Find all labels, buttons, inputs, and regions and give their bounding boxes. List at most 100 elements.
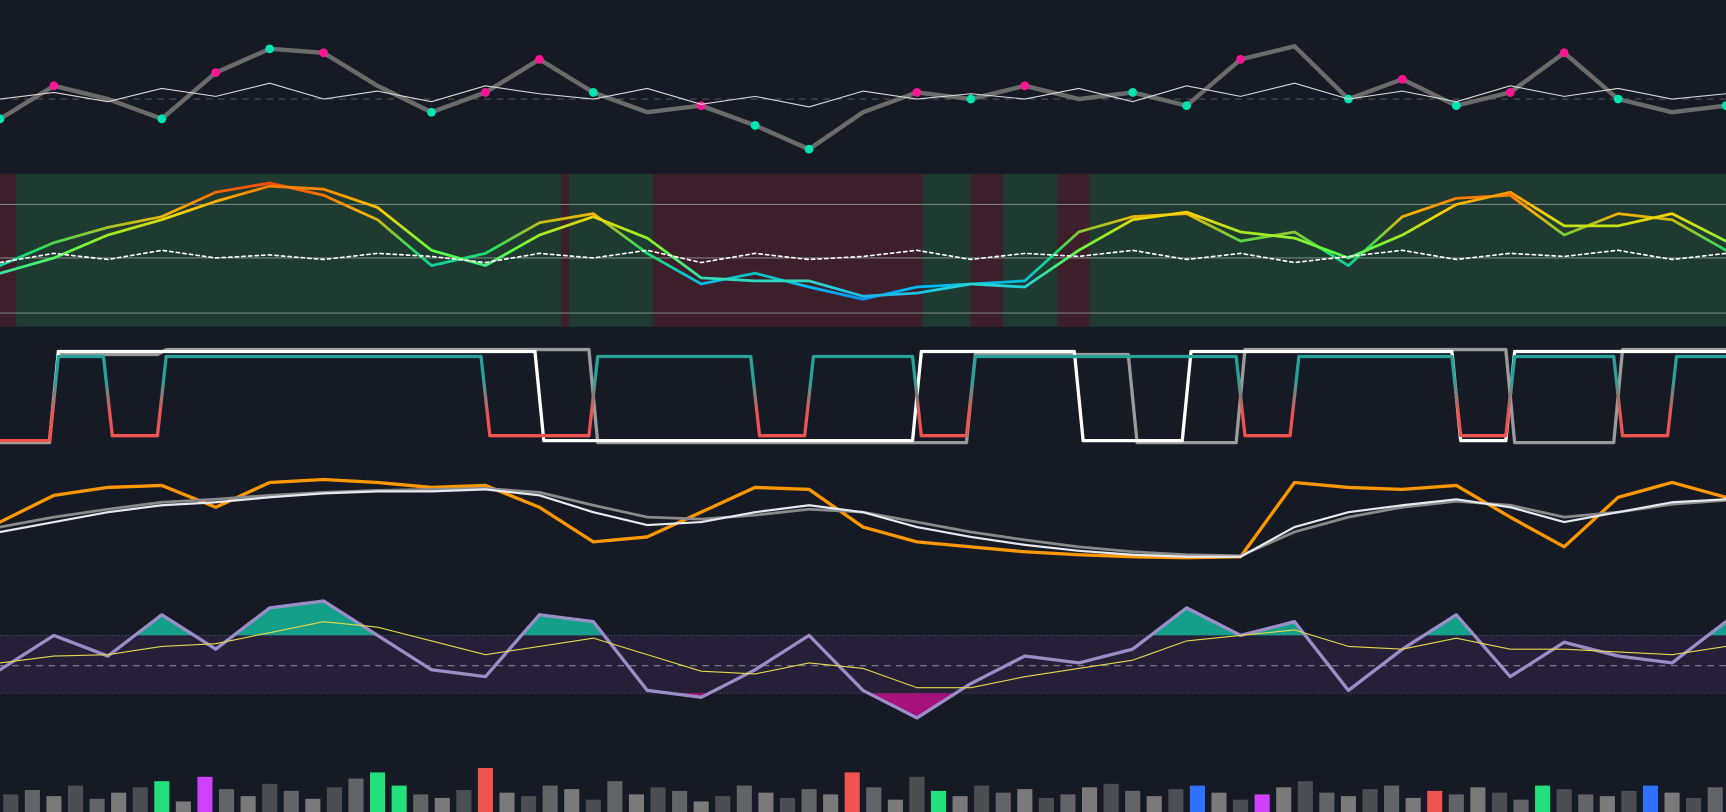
volume-bar bbox=[758, 792, 774, 812]
signal-dot bbox=[750, 121, 760, 130]
volume-bar bbox=[844, 772, 860, 812]
volume-bar bbox=[1664, 792, 1680, 812]
volume-bar bbox=[564, 789, 580, 812]
volume-bar bbox=[607, 781, 623, 812]
volume-bar bbox=[909, 776, 925, 812]
signal-dot bbox=[1559, 48, 1569, 58]
volume-bar bbox=[1470, 787, 1486, 812]
volume-bar bbox=[1081, 787, 1098, 812]
signal-dot bbox=[157, 114, 167, 124]
signal-dot bbox=[1182, 101, 1192, 111]
volume-bar bbox=[370, 772, 386, 812]
volume-bar bbox=[1491, 792, 1508, 812]
volume-bar bbox=[1017, 789, 1033, 812]
volume-bar bbox=[866, 787, 882, 812]
volume-bar bbox=[456, 789, 472, 812]
volume-bar bbox=[262, 783, 278, 812]
volume-bar bbox=[521, 796, 537, 812]
volume-bar bbox=[1211, 792, 1227, 812]
volume-bar bbox=[542, 785, 558, 812]
series-line bbox=[0, 477, 1726, 560]
volume-bar bbox=[348, 778, 364, 812]
series-line bbox=[0, 599, 1726, 720]
volume-bar bbox=[1621, 790, 1637, 812]
volume-bar bbox=[283, 790, 299, 812]
volume-bar bbox=[650, 787, 666, 812]
volume-bar bbox=[305, 798, 321, 812]
regime-region bbox=[652, 173, 923, 327]
signal-dot bbox=[265, 44, 275, 54]
volume-bar bbox=[1276, 787, 1292, 812]
signal-dot bbox=[1505, 88, 1515, 97]
volume-bar bbox=[1038, 797, 1054, 812]
signal-dot bbox=[804, 144, 814, 154]
volume-bar bbox=[1513, 799, 1529, 812]
volume-bar bbox=[779, 797, 796, 812]
volume-bar bbox=[175, 801, 191, 812]
series-line bbox=[0, 249, 1726, 264]
volume-bar bbox=[1146, 796, 1162, 812]
volume-bar bbox=[46, 796, 62, 812]
volume-bar bbox=[823, 794, 839, 812]
volume-bar bbox=[434, 797, 450, 812]
signal-dot bbox=[912, 88, 922, 97]
signal-dot bbox=[1451, 101, 1461, 111]
area-above bbox=[0, 601, 1726, 636]
volume-bar bbox=[1384, 785, 1400, 812]
volume-bar bbox=[154, 781, 170, 812]
signal-dot bbox=[696, 101, 706, 111]
volume-bar bbox=[1254, 794, 1270, 812]
volume-bar bbox=[1297, 781, 1313, 812]
volume-bar bbox=[477, 767, 493, 812]
series-line bbox=[0, 347, 1726, 445]
signal-dot bbox=[49, 81, 59, 91]
signal-dot bbox=[1613, 94, 1623, 104]
volume-bar bbox=[1578, 794, 1594, 812]
regime-region bbox=[1057, 173, 1090, 327]
series-line bbox=[0, 621, 1726, 689]
volume-bar bbox=[628, 794, 645, 812]
signal-dot bbox=[427, 107, 436, 117]
volume-bar bbox=[1103, 783, 1119, 812]
volume-bar bbox=[391, 785, 407, 812]
volume-bar bbox=[67, 785, 84, 812]
signal-dot bbox=[534, 55, 544, 64]
signal-dot bbox=[481, 88, 490, 97]
series-line bbox=[0, 44, 1726, 152]
volume-bar bbox=[1427, 790, 1443, 812]
volume-bar bbox=[1707, 787, 1723, 812]
signal-dot bbox=[1020, 81, 1030, 91]
regime-region bbox=[0, 173, 17, 327]
volume-bar bbox=[1535, 785, 1551, 812]
series-line bbox=[0, 488, 1726, 558]
volume-bar bbox=[715, 796, 731, 812]
volume-bar bbox=[1556, 789, 1572, 812]
volume-bar bbox=[111, 792, 127, 812]
volume-bar bbox=[3, 794, 19, 812]
volume-bar bbox=[1189, 785, 1205, 812]
volume-bar bbox=[1642, 785, 1659, 812]
series-line bbox=[0, 82, 1726, 108]
volume-bar bbox=[1340, 796, 1356, 812]
volume-bar bbox=[326, 787, 342, 812]
volume-bar bbox=[952, 796, 968, 812]
signal-dot bbox=[319, 48, 329, 58]
signal-dot bbox=[1236, 55, 1245, 64]
regime-region bbox=[970, 173, 1004, 327]
volume-bar bbox=[132, 787, 148, 812]
volume-bar bbox=[1686, 797, 1702, 812]
volume-bar bbox=[197, 776, 213, 812]
series-line bbox=[0, 354, 1726, 443]
volume-bar bbox=[1319, 792, 1335, 812]
volume-bar bbox=[1599, 796, 1615, 812]
signal-dot bbox=[1397, 74, 1407, 84]
volume-bar bbox=[1448, 794, 1464, 812]
volume-bar bbox=[930, 790, 947, 812]
series-line bbox=[0, 184, 1726, 298]
volume-bar bbox=[240, 796, 256, 812]
volume-bar bbox=[974, 785, 990, 812]
signal-dot bbox=[1128, 88, 1138, 97]
volume-bar bbox=[672, 790, 688, 812]
volume-bar bbox=[995, 792, 1011, 812]
